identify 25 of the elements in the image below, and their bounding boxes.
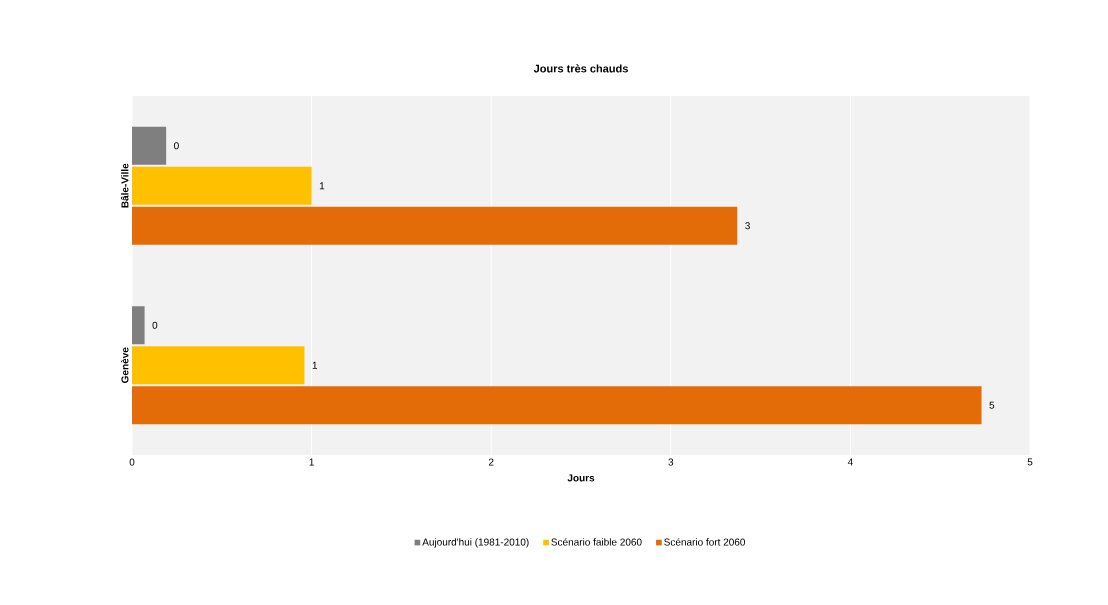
x-tick-label: 0	[129, 458, 135, 466]
bar	[132, 346, 305, 385]
y-tick-label: Genève	[121, 347, 129, 383]
bar	[132, 126, 167, 165]
data-label: 0	[152, 321, 158, 329]
bar	[132, 206, 738, 245]
y-tick-label: Bâle-Ville	[120, 163, 129, 208]
x-tick-label: 5	[1027, 458, 1033, 466]
x-axis-title: Jours	[567, 474, 595, 482]
legend-label: Aujourd'hui (1981-2010)	[422, 538, 529, 548]
legend-label: Scénario fort 2060	[664, 538, 746, 546]
x-tick-label: 4	[847, 458, 853, 466]
bar	[132, 306, 145, 345]
bar	[132, 166, 312, 205]
x-tick-label: 2	[488, 458, 494, 466]
legend-label: Scénario faible 2060	[551, 538, 642, 546]
data-label: 5	[989, 401, 995, 409]
data-label: 0	[174, 142, 179, 150]
chart-title: Jours très chauds	[533, 64, 628, 73]
data-label: 3	[745, 222, 750, 230]
x-tick-label: 1	[309, 458, 314, 466]
x-tick-label: 3	[668, 458, 674, 466]
bar	[132, 386, 982, 425]
data-label: 1	[312, 361, 318, 369]
data-label: 1	[319, 182, 325, 190]
